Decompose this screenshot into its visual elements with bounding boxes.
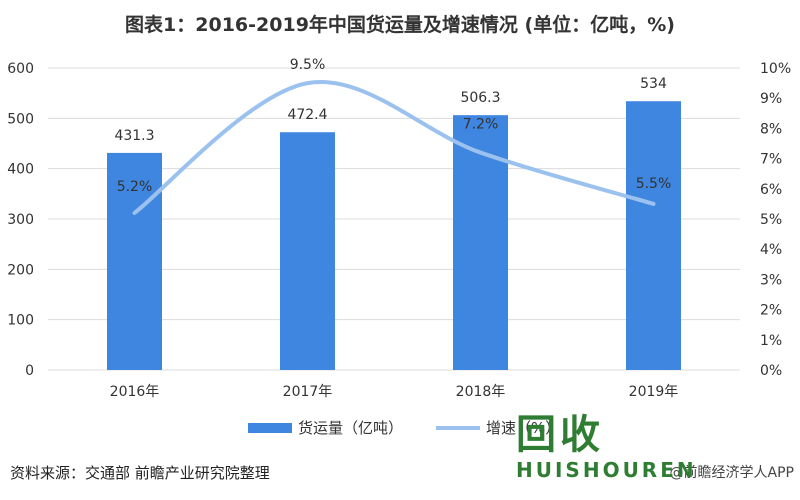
line-value-label: 7.2% bbox=[463, 117, 499, 133]
left-tick-label: 600 bbox=[7, 61, 34, 77]
source-note: 资料来源：交通部 前瞻产业研究院整理 bbox=[10, 464, 270, 482]
right-tick-label: 10% bbox=[760, 61, 791, 77]
bar bbox=[107, 152, 162, 370]
gridlines bbox=[48, 67, 740, 371]
left-tick-label: 400 bbox=[7, 162, 34, 178]
legend-swatch-bar bbox=[248, 423, 292, 433]
bar-data-labels: 431.3 472.4 506.3 534 bbox=[114, 76, 666, 144]
right-tick-label: 0% bbox=[760, 363, 782, 379]
right-tick-label: 3% bbox=[760, 272, 782, 288]
right-tick-label: 4% bbox=[760, 242, 782, 258]
legend: 货运量（亿吨） 增速（%） bbox=[248, 419, 560, 437]
line-value-label: 5.5% bbox=[636, 176, 672, 192]
left-tick-label: 0 bbox=[25, 363, 34, 379]
line-value-label: 9.5% bbox=[290, 57, 326, 73]
bar-series bbox=[107, 101, 681, 371]
right-tick-label: 2% bbox=[760, 303, 782, 319]
bar-value-label: 431.3 bbox=[114, 128, 154, 144]
right-tick-label: 9% bbox=[760, 91, 782, 107]
left-tick-label: 500 bbox=[7, 111, 34, 127]
x-tick-label: 2017年 bbox=[283, 384, 333, 400]
legend-label-bar: 货运量（亿吨） bbox=[298, 419, 403, 437]
bar bbox=[626, 101, 681, 370]
left-tick-label: 300 bbox=[7, 212, 34, 228]
x-axis-ticks: 2016年 2017年 2018年 2019年 bbox=[110, 384, 679, 400]
brand-watermark: 回收 HUISHOUREN bbox=[516, 402, 746, 498]
legend-label-line: 增速（%） bbox=[486, 419, 560, 437]
right-axis-ticks: 0% 1% 2% 3% 4% 5% 6% 7% 8% 9% 10% bbox=[760, 61, 791, 379]
right-tick-label: 6% bbox=[760, 182, 782, 198]
right-tick-label: 1% bbox=[760, 333, 782, 349]
growth-line bbox=[132, 79, 656, 215]
credit-note: @前瞻经济学人APP bbox=[669, 465, 794, 481]
left-tick-label: 200 bbox=[7, 262, 34, 278]
line-data-labels: 5.2% 9.5% 7.2% 5.5% bbox=[117, 57, 672, 195]
right-tick-label: 7% bbox=[760, 152, 782, 168]
right-tick-label: 5% bbox=[760, 212, 782, 228]
bar bbox=[280, 132, 335, 370]
x-tick-label: 2018年 bbox=[456, 384, 506, 400]
brand-logo-cn: 回收 bbox=[516, 412, 604, 458]
bar-value-label: 506.3 bbox=[460, 90, 500, 106]
left-tick-label: 100 bbox=[7, 313, 34, 329]
line-value-label: 5.2% bbox=[117, 179, 153, 195]
right-tick-label: 8% bbox=[760, 121, 782, 137]
chart-title: 图表1：2016-2019年中国货运量及增速情况 (单位：亿吨，%) bbox=[125, 14, 675, 36]
x-tick-label: 2016年 bbox=[110, 384, 160, 400]
left-axis-ticks: 0 100 200 300 400 500 600 bbox=[7, 61, 34, 379]
brand-logo-en: HUISHOUREN bbox=[516, 458, 697, 482]
x-tick-label: 2019年 bbox=[629, 384, 679, 400]
bar-value-label: 534 bbox=[640, 76, 667, 92]
line-series bbox=[132, 79, 656, 215]
bar-value-label: 472.4 bbox=[287, 107, 327, 123]
